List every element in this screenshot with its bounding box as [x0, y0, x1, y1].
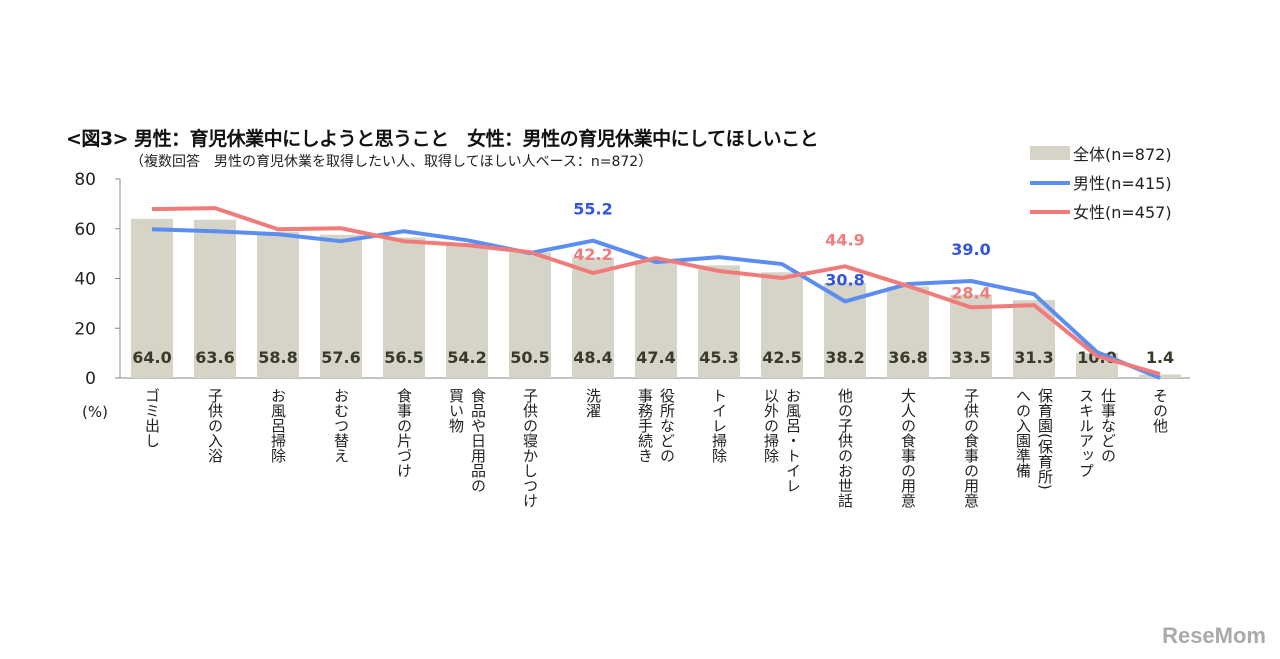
- bar: [698, 265, 740, 378]
- bar: [509, 252, 551, 378]
- line-data-label: 42.2: [573, 245, 612, 264]
- x-category-label: 仕事などの スキルアップ: [1077, 388, 1117, 478]
- x-category-label: 子供の食事の用意: [962, 388, 980, 508]
- bar: [635, 260, 677, 378]
- legend-swatch-bar: [1030, 146, 1070, 160]
- x-category-label: 子供の寝かしつけ: [521, 388, 539, 508]
- bar-value-label: 38.2: [825, 348, 864, 367]
- y-axis-unit: (%): [82, 403, 108, 421]
- bar-value-label: 58.8: [258, 348, 297, 367]
- chart-title: <図3> 男性：育児休業中にしようと思うこと 女性：男性の育児休業中にしてほしい…: [66, 128, 819, 150]
- bar-value-label: 57.6: [321, 348, 360, 367]
- bar-value-label: 36.8: [888, 348, 927, 367]
- x-category-label: 役所などの 事務手続き: [636, 388, 676, 463]
- legend-label: 男性(n=415): [1073, 174, 1172, 193]
- bar-value-label: 64.0: [132, 348, 171, 367]
- bar-value-label: 50.5: [510, 348, 549, 367]
- x-category-label: 保育園(保育所) への入園準備: [1014, 388, 1054, 490]
- x-category-label: その他: [1151, 388, 1169, 433]
- x-category-label: おむつ替え: [332, 388, 350, 463]
- bar-value-label: 33.5: [951, 348, 990, 367]
- bar-value-label: 31.3: [1014, 348, 1053, 367]
- bar-value-label: 42.5: [762, 348, 801, 367]
- x-category-label: お風呂・トイレ 以外の掃除: [762, 388, 802, 493]
- bar: [194, 219, 236, 378]
- x-category-label: お風呂掃除: [269, 388, 287, 463]
- bar-value-label: 63.6: [195, 348, 234, 367]
- x-category-label: 食事の片づけ: [395, 388, 413, 478]
- resemom-logo: ReseMom: [1162, 623, 1266, 648]
- y-tick-label: 40: [74, 270, 96, 290]
- bar: [131, 218, 173, 378]
- line-data-label: 44.9: [825, 230, 864, 249]
- line-data-label: 28.4: [951, 283, 990, 302]
- line-data-label: 30.8: [825, 270, 864, 289]
- bar: [257, 231, 299, 378]
- bar: [761, 272, 803, 378]
- chart-subtitle: （複数回答 男性の育児休業を取得したい人、取得してほしい人ベース：n=872）: [130, 154, 653, 170]
- x-category-label: 洗濯: [584, 388, 602, 418]
- bar-value-label: 56.5: [384, 348, 423, 367]
- x-category-label: 食品や日用品の 買い物: [447, 388, 487, 493]
- x-category-label: トイレ掃除: [710, 388, 728, 463]
- bar: [572, 257, 614, 378]
- bar-value-label: 1.4: [1146, 348, 1174, 367]
- x-category-label: 子供の入浴: [206, 388, 224, 463]
- bar: [383, 237, 425, 378]
- y-tick-label: 20: [74, 319, 96, 339]
- x-category-label: ゴミ出し: [143, 388, 161, 448]
- x-category-label: 他の子供のお世話: [836, 388, 854, 508]
- bar-value-label: 48.4: [573, 348, 612, 367]
- bar-value-label: 45.3: [699, 348, 738, 367]
- bar-value-label: 47.4: [636, 348, 675, 367]
- y-tick-label: 80: [74, 170, 96, 190]
- line-data-label: 55.2: [573, 200, 612, 219]
- legend-label: 女性(n=457): [1073, 203, 1172, 222]
- legend-label: 全体(n=872): [1073, 145, 1172, 164]
- bar: [320, 234, 362, 378]
- bar: [1013, 300, 1055, 378]
- line-data-label: 39.0: [951, 240, 990, 259]
- y-tick-label: 60: [74, 220, 96, 240]
- x-category-label: 大人の食事の用意: [899, 388, 917, 508]
- bar: [887, 286, 929, 378]
- bar: [446, 243, 488, 378]
- y-tick-label: 0: [85, 369, 96, 389]
- bar-value-label: 54.2: [447, 348, 486, 367]
